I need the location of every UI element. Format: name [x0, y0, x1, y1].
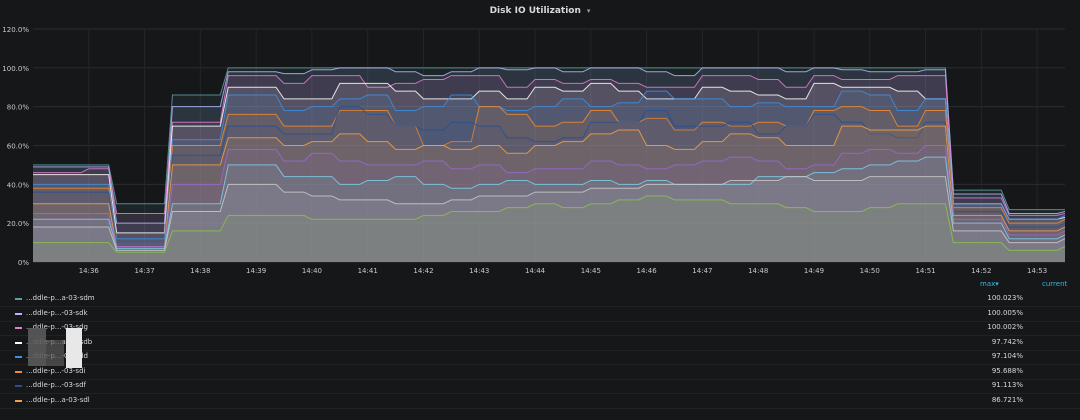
legend-item[interactable]: ...ddle-p...-03-sdi 95.688%	[0, 365, 1080, 380]
legend-swatch	[15, 399, 22, 402]
series-line	[33, 176, 1066, 251]
legend-series-name: ...ddle-p...a-03-sdm	[26, 294, 95, 302]
y-tick-label: 20.0%	[7, 220, 30, 228]
legend-item[interactable]: ...ddle-p...-03-sdk 100.005%	[0, 307, 1080, 322]
legend-swatch	[15, 312, 22, 315]
series-line	[33, 106, 1066, 244]
series-line	[33, 106, 1066, 244]
legend-series-name: ...ddle-p...-03-sdk	[26, 308, 88, 317]
legend-swatch	[15, 341, 22, 344]
legend-swatch	[15, 385, 22, 387]
legend-swatch	[15, 370, 22, 373]
x-tick-label: 14:44	[525, 267, 546, 275]
series-line	[33, 145, 1066, 247]
legend-item[interactable]: ...ddle-p...a-03-sdb97.742%	[0, 336, 1080, 351]
legend-item[interactable]: ...ddle-p...-03-sdf 91.113%	[0, 379, 1080, 394]
x-tick-label: 14:38	[190, 267, 210, 275]
x-tick-label: 14:42	[413, 267, 433, 275]
x-tick-label: 14:49	[804, 267, 824, 275]
legend-series-name: ...ddle-p...-03-sdg	[26, 323, 88, 331]
series-area	[33, 157, 1065, 262]
series-area	[33, 176, 1065, 262]
series-area	[33, 126, 1065, 262]
legend-item[interactable]: ...ddle-p...-03-sdd97.104%	[0, 350, 1080, 365]
x-tick-label: 14:36	[79, 267, 100, 275]
legend-max-value: 91.113%	[991, 381, 1023, 389]
x-tick-label: 14:43	[469, 267, 489, 275]
y-tick-label: 80.0%	[7, 104, 30, 112]
legend-item[interactable]: ...ddle-p...a-03-sdm 100.023%	[0, 292, 1080, 307]
legend-swatch	[15, 327, 22, 329]
y-tick-label: 120.0%	[2, 26, 29, 34]
redaction-block	[46, 340, 64, 366]
legend-series-name: ...ddle-p...-03-sdi	[26, 366, 86, 375]
legend-max-value: 97.104%	[991, 352, 1023, 360]
y-tick-label: 100.0%	[2, 65, 29, 73]
legend-swatch	[15, 298, 22, 300]
legend-max-value: 100.023%	[987, 294, 1023, 302]
legend-header-max[interactable]: max▾	[980, 280, 999, 288]
series-line	[33, 195, 1066, 253]
series-line	[33, 75, 1066, 216]
series-line	[33, 156, 1066, 249]
series-area	[33, 67, 1065, 262]
x-tick-label: 14:46	[637, 267, 658, 275]
legend-max-value: 100.002%	[987, 323, 1023, 331]
x-tick-label: 14:37	[134, 267, 154, 275]
y-tick-label: 40.0%	[7, 181, 30, 189]
series-line	[33, 90, 1066, 240]
x-tick-label: 14:48	[748, 267, 768, 275]
redaction-block	[28, 328, 46, 366]
x-tick-label: 14:53	[1027, 267, 1047, 275]
series-area	[33, 195, 1065, 262]
legend-max-value: 100.005%	[987, 308, 1023, 317]
series-area	[33, 67, 1065, 262]
panel-title[interactable]: Disk IO Utilization ▾	[0, 6, 1080, 16]
series-line	[33, 67, 1066, 224]
x-tick-label: 14:45	[581, 267, 601, 275]
legend-series-name: ...ddle-p...-03-sdf	[26, 381, 86, 389]
x-tick-label: 14:51	[915, 267, 935, 275]
x-tick-label: 14:47	[692, 267, 712, 275]
y-tick-label: 60.0%	[7, 143, 30, 151]
chevron-down-icon[interactable]: ▾	[586, 7, 591, 15]
x-tick-label: 14:39	[246, 267, 266, 275]
x-tick-label: 14:40	[302, 267, 322, 275]
legend-item[interactable]: ...ddle-p...a-03-sdl 86.721%	[0, 394, 1080, 409]
redaction-block	[66, 328, 82, 368]
legend-header-current[interactable]: current	[1042, 280, 1068, 288]
series-line	[33, 125, 1066, 247]
y-tick-label: 0%	[18, 259, 29, 267]
panel-title-text: Disk IO Utilization	[489, 6, 581, 16]
legend-series-name: ...ddle-p...a-03-sdl	[26, 395, 90, 404]
series-area	[33, 83, 1065, 262]
series-line	[33, 82, 1066, 234]
legend-max-value: 95.688%	[991, 366, 1023, 375]
x-tick-label: 14:50	[860, 267, 880, 275]
legend-max-value: 86.721%	[991, 395, 1023, 404]
x-tick-label: 14:52	[971, 267, 991, 275]
legend-swatch	[15, 356, 22, 358]
legend-max-value: 97.742%	[991, 337, 1023, 346]
x-tick-label: 14:41	[358, 267, 378, 275]
legend-item[interactable]: ...ddle-p...-03-sdg 100.002%	[0, 321, 1080, 336]
chart-plot: 0% 20.0% 40.0% 60.0% 80.0% 100.0% 120.0% 14:36 1…	[2, 26, 1066, 275]
